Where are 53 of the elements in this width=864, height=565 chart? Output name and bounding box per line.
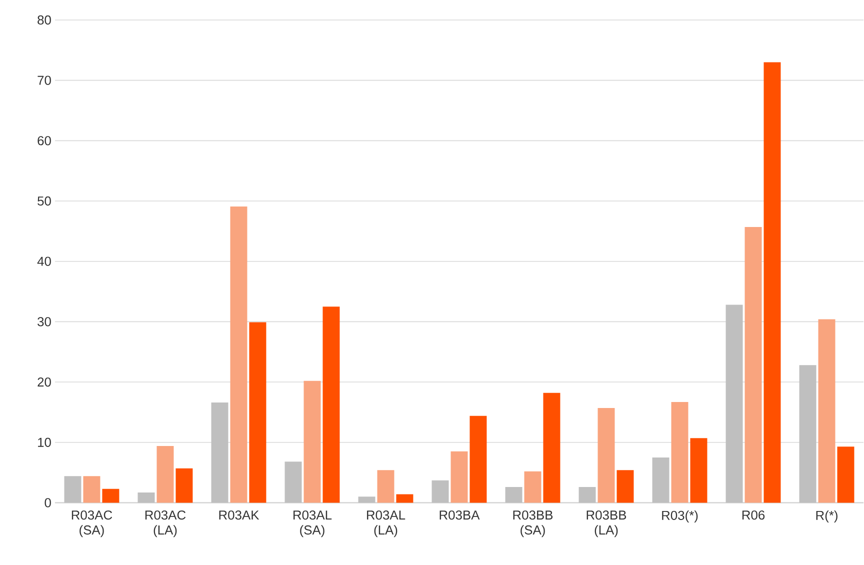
bar <box>377 470 394 503</box>
bar <box>764 62 781 503</box>
x-tick-label: R03AL (SA) <box>294 510 332 538</box>
y-tick-label: 20 <box>38 378 51 387</box>
bar <box>671 402 688 503</box>
bar <box>744 227 762 503</box>
bar <box>470 416 487 503</box>
bar <box>543 393 560 503</box>
bar <box>524 471 542 503</box>
bar <box>83 476 100 503</box>
bar <box>102 488 120 503</box>
bar <box>818 319 836 503</box>
y-tick-label: 0 <box>44 498 51 508</box>
bar <box>432 480 449 503</box>
bar <box>450 452 468 503</box>
bar <box>284 462 302 503</box>
bar <box>799 365 816 503</box>
bar <box>156 446 174 503</box>
x-tick-label: R03(*) <box>662 510 698 523</box>
y-tick-label: 60 <box>38 136 51 146</box>
y-tick-label: 40 <box>37 256 51 266</box>
x-tick-label: R03BA <box>440 510 480 520</box>
y-tick-label: 50 <box>38 196 51 206</box>
bar <box>64 476 82 503</box>
bar <box>230 206 248 503</box>
y-tick-label: 10 <box>38 438 51 448</box>
bar <box>358 496 376 503</box>
x-tick-label: R03BB (SA) <box>513 510 553 538</box>
bar <box>652 458 670 503</box>
bar <box>138 492 155 503</box>
bar <box>690 438 708 503</box>
x-tick-label: R03BB (LA) <box>586 510 626 538</box>
bar <box>726 304 743 503</box>
y-tick-label: 80 <box>38 16 51 25</box>
bar <box>211 402 228 503</box>
bar <box>396 494 414 503</box>
x-tick-label: R(*) <box>816 510 838 523</box>
y-tick-label: 70 <box>38 76 51 86</box>
bar <box>598 408 615 503</box>
bar <box>616 470 634 503</box>
x-tick-label: R03AL (LA) <box>367 510 406 538</box>
bar <box>249 322 266 503</box>
x-tick-label: R03AC (LA) <box>145 510 186 538</box>
y-tick-label: 30 <box>38 317 51 326</box>
bar <box>322 306 340 503</box>
x-tick-label: R06 <box>742 510 765 520</box>
bar <box>304 380 321 503</box>
bar <box>578 487 596 503</box>
x-tick-label: R03AC (SA) <box>72 510 112 538</box>
bar <box>837 446 854 503</box>
bar <box>505 487 522 503</box>
x-tick-label: R03AK <box>219 510 260 520</box>
bar <box>176 468 193 503</box>
